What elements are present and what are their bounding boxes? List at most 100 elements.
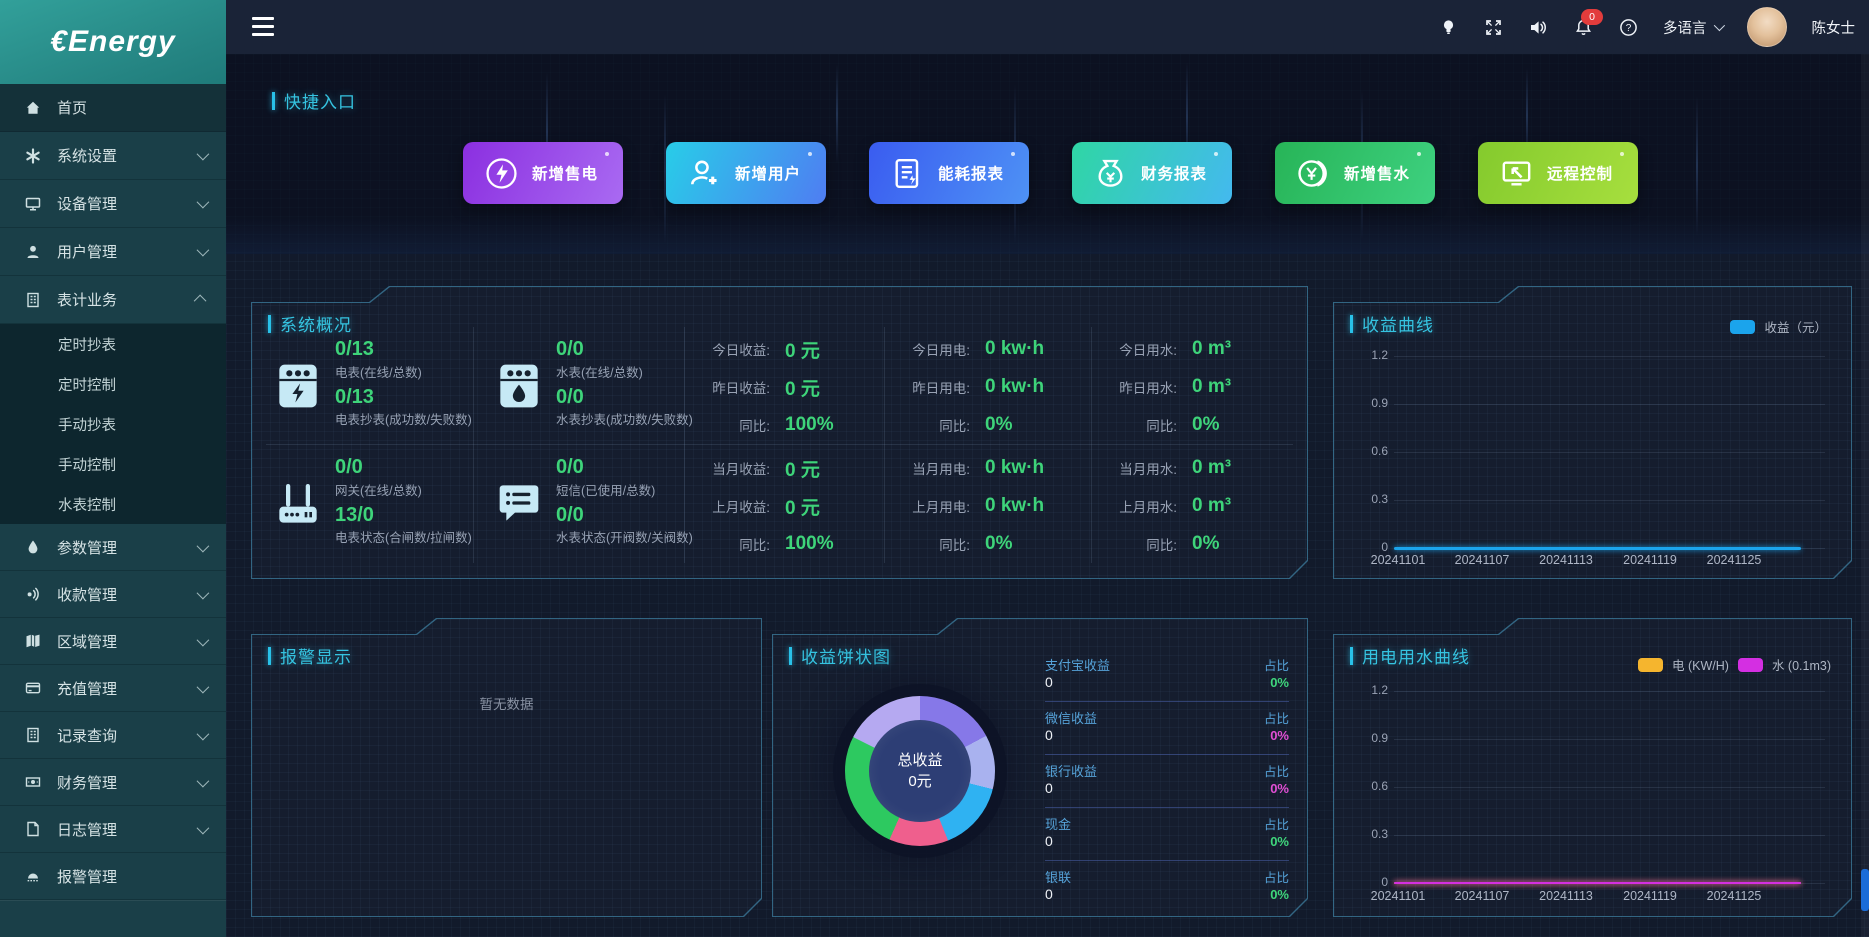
overview-stat-row: 上月用水: 0 m³: [1091, 487, 1305, 525]
quick-button-label: 新增用户: [735, 166, 802, 183]
fullscreen-icon[interactable]: [1483, 17, 1503, 37]
sidebar-item-日志管理[interactable]: 日志管理: [0, 806, 226, 853]
pie-legend-label: 支付宝收益: [1045, 658, 1111, 673]
sidebar-item-表计业务[interactable]: 表计业务: [0, 276, 226, 324]
overview-stat-row: 同比: 100%: [684, 406, 884, 444]
overview-stat-label: 同比:: [939, 538, 970, 553]
sidebar-item-报警管理[interactable]: 报警管理: [0, 853, 226, 900]
title-accent-bar: [272, 91, 275, 110]
overview-stat-value: 0%: [985, 414, 1013, 435]
sidebar-subitem-定时抄表[interactable]: 定时抄表: [58, 337, 116, 354]
gridline: [1394, 500, 1825, 501]
lightbulb-icon[interactable]: [1438, 17, 1458, 37]
sidebar-item-用户管理[interactable]: 用户管理: [0, 228, 226, 276]
stat-value: 0/0: [335, 456, 363, 479]
sidebar-item-财务管理[interactable]: 财务管理: [0, 759, 226, 806]
system-overview-body: 系统概况 0/13 电表(在线/总数) 0/13 电表抄表(成功数/失败数) 0/0 水表…: [252, 287, 1307, 578]
pie-ratio-value: 0%: [1270, 834, 1289, 849]
overview-stat-value: 100%: [785, 533, 834, 554]
stat-value: 0/0: [556, 503, 584, 526]
scrollbar-track[interactable]: [1861, 54, 1869, 937]
revenue-donut-chart: 总收益 0元: [845, 696, 995, 846]
light-streak: [1696, 96, 1698, 236]
gridline: [1394, 739, 1825, 740]
quick-button-财务报表[interactable]: 财务报表: [1072, 142, 1232, 204]
stat-label: 电表状态(合闸数/拉闸数): [335, 530, 472, 545]
quick-button-能耗报表[interactable]: 能耗报表: [869, 142, 1029, 204]
overview-stat-value: 0%: [985, 533, 1013, 554]
no-data-text: 暂无数据: [479, 697, 534, 712]
overview-stat-value: 0 kw·h: [985, 338, 1045, 359]
sidebar-menu-top: 首页 系统设置 设备管理 用户管理 表计业务: [0, 84, 226, 324]
x-tick-label: 20241107: [1454, 889, 1510, 903]
sidebar-item-参数管理[interactable]: 参数管理: [0, 524, 226, 571]
overview-stat-value: 0%: [1192, 414, 1220, 435]
stat-value: 0/13: [335, 338, 374, 361]
legend-label: 电 (KW/H): [1672, 659, 1729, 673]
chevron-down-icon: [196, 586, 210, 599]
revenue-curve-body: 收益曲线 收益（元） 1.2 0.9 0.6 0.3 0 20241101 20241107 2…: [1334, 287, 1851, 578]
x-tick-label: 20241119: [1623, 553, 1677, 567]
sidebar-item-系统设置[interactable]: 系统设置: [0, 132, 226, 180]
overview-stat-value: 0 m³: [1192, 495, 1232, 516]
quick-entry-banner: 快捷入口 新增售电 新增用户 能耗报表 财务报表 新增售水 远程控制: [226, 54, 1869, 254]
pie-legend-label: 银联: [1045, 870, 1072, 885]
sidebar-item-设备管理[interactable]: 设备管理: [0, 180, 226, 228]
speaker-icon[interactable]: [1528, 17, 1548, 37]
chart-legend[interactable]: 电 (KW/H) 水 (0.1m3): [1638, 655, 1831, 674]
legend-swatch: [1638, 658, 1663, 672]
sidebar-item-充值管理[interactable]: 充值管理: [0, 665, 226, 712]
series-line: [1394, 547, 1801, 550]
notifications-bell-icon[interactable]: 0: [1573, 9, 1603, 37]
overview-stat-row: 今日收益: 0 元: [684, 330, 884, 368]
sidebar-subitem-水表控制[interactable]: 水表控制: [58, 497, 116, 514]
quick-button-新增售电[interactable]: 新增售电: [463, 142, 623, 204]
overview-stat-value: 100%: [785, 414, 834, 435]
quick-button-新增用户[interactable]: 新增用户: [666, 142, 826, 204]
light-streak: [664, 94, 666, 244]
overview-stat-value: 0 kw·h: [985, 495, 1045, 516]
monitor-icon: [24, 195, 42, 213]
sidebar-item-收款管理[interactable]: 收款管理: [0, 571, 226, 618]
quick-button-label: 新增售水: [1344, 166, 1411, 183]
y-tick-label: 0.9: [1371, 396, 1388, 410]
x-tick-label: 20241119: [1623, 889, 1677, 903]
sms-icon: [499, 481, 539, 527]
x-tick-label: 20241101: [1370, 553, 1426, 567]
divider: [266, 444, 1293, 445]
pie-legend-line1: 微信收益 占比: [1045, 708, 1289, 727]
pie-legend-value: 0: [1045, 833, 1053, 849]
avatar[interactable]: [1746, 7, 1787, 47]
sidebar-item-区域管理[interactable]: 区域管理: [0, 618, 226, 665]
language-selector[interactable]: 多语言: [1663, 17, 1725, 38]
sidebar-subitem-手动控制[interactable]: 手动控制: [58, 457, 116, 474]
quick-button-远程控制[interactable]: 远程控制: [1478, 142, 1638, 204]
meter-stat: 0/0 水表(在线/总数) 0/0 水表抄表(成功数/失败数): [473, 327, 684, 444]
sidebar-subitem-定时控制[interactable]: 定时控制: [58, 377, 116, 394]
help-icon[interactable]: ?: [1618, 17, 1638, 37]
divider: [1091, 327, 1092, 563]
sidebar-item-记录查询[interactable]: 记录查询: [0, 712, 226, 759]
stat-value: 0/0: [556, 338, 584, 361]
pie-ratio-value: 0%: [1270, 887, 1289, 902]
quick-button-label: 远程控制: [1547, 166, 1614, 183]
usage-line-chart: 电 (KW/H) 水 (0.1m3) 1.2 0.9 0.6 0.3 0 20241101 20…: [1334, 619, 1851, 916]
overview-stat-row: 昨日收益: 0 元: [684, 368, 884, 406]
y-tick-label: 0.3: [1371, 827, 1388, 841]
sidebar-item-首页[interactable]: 首页: [0, 84, 226, 132]
pie-legend-line2: 0 0%: [1045, 727, 1289, 743]
scrollbar-thumb[interactable]: [1861, 869, 1869, 911]
stat-label: 网关(在线/总数): [335, 483, 422, 498]
meter-stat-text: 0/0 水表(在线/总数) 0/0 水表抄表(成功数/失败数): [556, 338, 693, 433]
quick-entry-title: 快捷入口: [272, 88, 356, 113]
sidebar-subitem-手动抄表[interactable]: 手动抄表: [58, 417, 116, 434]
y-tick-label: 0: [1381, 875, 1388, 889]
pie-ratio-label: 占比: [1263, 765, 1289, 779]
sidebar-menu-bottom: 参数管理 收款管理 区域管理 充值管理 记录查询 财务管理 日志管理 报警管理: [0, 524, 226, 900]
pie-legend-line1: 支付宝收益 占比: [1045, 655, 1289, 674]
hamburger-menu-icon[interactable]: [252, 17, 274, 36]
chart-legend[interactable]: 收益（元）: [1730, 317, 1827, 336]
finance-icon: [24, 773, 42, 791]
overview-stat-value: 0 m³: [1192, 338, 1232, 359]
quick-button-新增售水[interactable]: 新增售水: [1275, 142, 1435, 204]
